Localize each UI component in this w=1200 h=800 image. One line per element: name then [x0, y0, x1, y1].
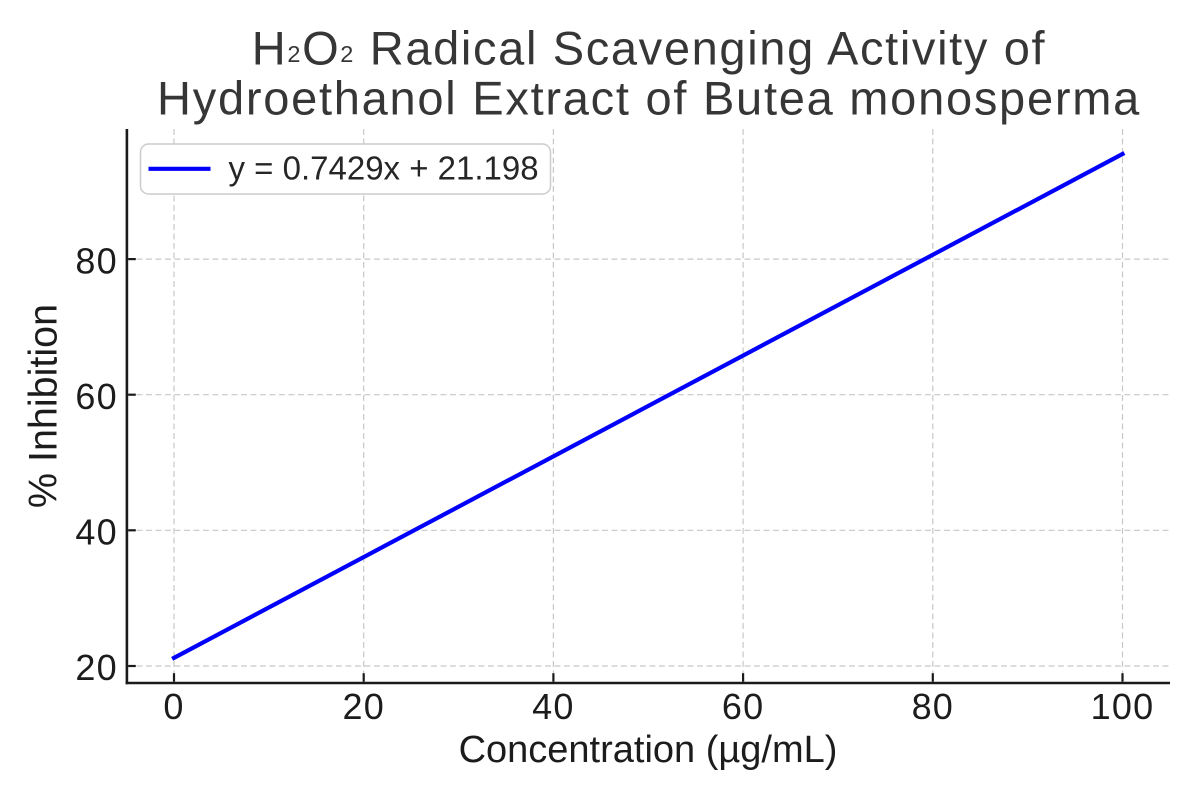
svg-text:Concentration (µg/mL): Concentration (µg/mL): [459, 729, 838, 771]
svg-text:80: 80: [912, 686, 954, 727]
svg-text:60: 60: [722, 686, 764, 727]
svg-text:100: 100: [1091, 686, 1155, 727]
svg-text:0: 0: [163, 686, 184, 727]
svg-text:H2O2 Radical Scavenging Activi: H2O2 Radical Scavenging Activity of: [252, 21, 1047, 74]
svg-text:40: 40: [532, 686, 574, 727]
svg-text:60: 60: [75, 376, 117, 417]
svg-text:20: 20: [342, 686, 384, 727]
svg-text:% Inhibition: % Inhibition: [22, 304, 66, 508]
svg-text:80: 80: [75, 240, 117, 281]
svg-text:40: 40: [75, 512, 117, 553]
svg-text:y = 0.7429x + 21.198: y = 0.7429x + 21.198: [229, 150, 539, 187]
svg-text:20: 20: [75, 647, 117, 688]
svg-text:Hydroethanol Extract of Butea: Hydroethanol Extract of Butea monosperma: [157, 71, 1141, 124]
